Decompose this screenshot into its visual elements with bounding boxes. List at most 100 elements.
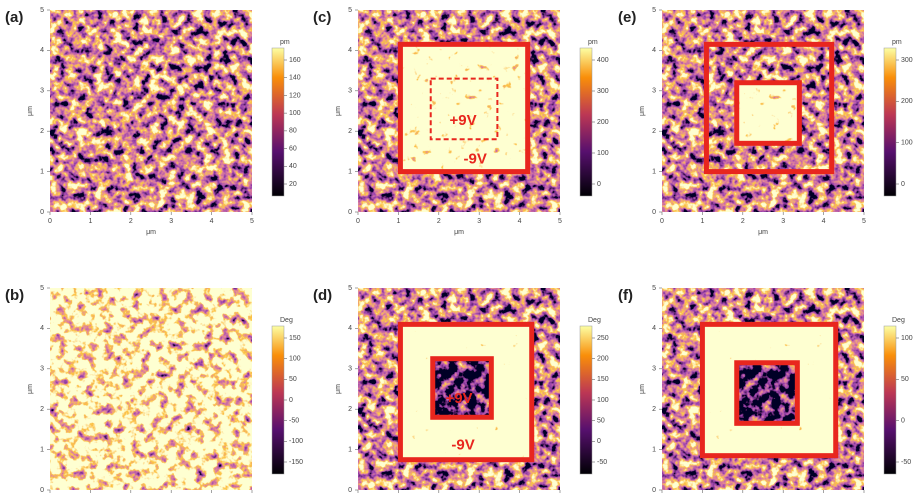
y-axis-label: μm: [27, 384, 34, 394]
colorbar-tick-label: 160: [289, 57, 301, 64]
y-tick-label: 4: [40, 325, 44, 332]
y-tick-label: 1: [40, 168, 44, 175]
colorbar-tick-label: 200: [901, 98, 913, 105]
panel: (f) 0 1 2 3 4 5 μm Deg 100 50 0 -50: [618, 285, 913, 494]
x-tick-label: 2: [437, 218, 441, 225]
colorbar: [883, 325, 897, 475]
y-axis-label: μm: [335, 106, 342, 116]
voltage-label: +9V: [449, 112, 476, 129]
y-tick-label: 5: [348, 7, 352, 14]
x-tick-label: 3: [781, 218, 785, 225]
colorbar-tick-label: 200: [597, 356, 609, 363]
y-tick-label: 2: [348, 406, 352, 413]
x-tick-label: 2: [741, 218, 745, 225]
colorbar-tick-label: 300: [901, 57, 913, 64]
y-tick-label: 3: [652, 366, 656, 373]
inner-region: [430, 78, 498, 140]
x-axis-label: μm: [146, 229, 156, 236]
panel-label: (b): [5, 287, 24, 304]
colorbar-tick-label: 100: [901, 335, 913, 342]
colorbar-tick-label: 300: [597, 88, 609, 95]
y-tick-label: 3: [40, 88, 44, 95]
colorbar-tick-label: 0: [289, 397, 293, 404]
x-tick-label: 0: [48, 218, 52, 225]
panel: (a) 0 1 2 3 4 5 μm 0 1 2 3 4 5 μm pm 160 140 120 100 80 60 40 2…: [5, 7, 301, 236]
colorbar: [579, 47, 593, 197]
inner-frame: [734, 360, 800, 426]
panel: (d) +9V -9V 0 1 2 3 4 5 μm Deg 250 200 150 100 50 0 -50: [313, 285, 609, 494]
colorbar-tick-label: 150: [597, 376, 609, 383]
y-tick-label: 3: [348, 88, 352, 95]
colorbar-tick-label: 0: [597, 438, 601, 445]
colorbar: [579, 325, 593, 475]
x-axis-label: μm: [454, 229, 464, 236]
colorbar-unit: pm: [588, 39, 598, 46]
colorbar-tick-label: 250: [597, 335, 609, 342]
y-tick-label: 1: [652, 446, 656, 453]
x-tick-label: 1: [700, 218, 704, 225]
y-tick-label: 3: [40, 366, 44, 373]
colorbar-unit: Deg: [280, 317, 293, 324]
y-tick-label: 4: [348, 47, 352, 54]
y-tick-label: 0: [348, 487, 352, 494]
y-tick-label: 5: [652, 7, 656, 14]
inner-region: [736, 362, 798, 424]
x-tick-label: 4: [822, 218, 826, 225]
x-tick-label: 5: [250, 218, 254, 225]
y-tick-label: 0: [652, 209, 656, 216]
outer-frame: [397, 41, 531, 175]
colorbar-tick-label: 50: [289, 376, 297, 383]
colorbar-tick-label: 0: [597, 181, 601, 188]
y-tick-label: 0: [652, 487, 656, 494]
panel-label: (d): [313, 287, 332, 304]
y-tick-label: 2: [652, 128, 656, 135]
colorbar-tick-label: 100: [289, 110, 301, 117]
y-tick-label: 5: [40, 285, 44, 292]
x-tick-label: 1: [88, 218, 92, 225]
y-tick-label: 1: [348, 168, 352, 175]
y-axis-label: μm: [335, 384, 342, 394]
colorbar-tick-label: 60: [289, 145, 297, 152]
afm-image: [50, 10, 252, 212]
y-tick-label: 4: [348, 325, 352, 332]
inner-frame: [430, 356, 494, 420]
panel-label: (f): [618, 287, 633, 304]
x-tick-label: 0: [356, 218, 360, 225]
colorbar-tick-label: 0: [901, 181, 905, 188]
y-tick-label: 1: [348, 446, 352, 453]
colorbar: [271, 47, 285, 197]
panel: (b) 0 1 2 3 4 5 μm Deg 150 100 50 0 -50 -100 -150: [5, 285, 303, 494]
panel: (c) +9V -9V 0 1 2 3 4 5 μm 0 1 2 3 4 5 μm pm 400 300 200 100 0: [313, 7, 609, 236]
colorbar-tick-label: -50: [597, 459, 607, 466]
y-tick-label: 2: [40, 128, 44, 135]
y-tick-label: 0: [40, 487, 44, 494]
colorbar-tick-label: 120: [289, 92, 301, 99]
y-tick-label: 5: [348, 285, 352, 292]
y-tick-label: 2: [652, 406, 656, 413]
y-tick-label: 4: [40, 47, 44, 54]
inner-region: [736, 82, 800, 144]
y-tick-label: 1: [652, 168, 656, 175]
colorbar-tick-label: 40: [289, 163, 297, 170]
colorbar-tick-label: 50: [597, 418, 605, 425]
y-axis-label: μm: [639, 106, 646, 116]
x-tick-label: 5: [558, 218, 562, 225]
y-tick-label: 1: [40, 446, 44, 453]
y-axis-label: μm: [27, 106, 34, 116]
colorbar-tick-label: 400: [597, 57, 609, 64]
colorbar-tick-label: 0: [901, 418, 905, 425]
colorbar-tick-label: -100: [289, 438, 303, 445]
colorbar-tick-label: 80: [289, 128, 297, 135]
y-axis-label: μm: [639, 384, 646, 394]
colorbar-tick-label: 100: [597, 397, 609, 404]
inner-region: [432, 358, 492, 418]
colorbar-unit: Deg: [892, 317, 905, 324]
outer-frame: [699, 321, 839, 459]
colorbar-tick-label: -50: [901, 459, 911, 466]
outer-frame: [397, 321, 535, 463]
y-tick-label: 3: [348, 366, 352, 373]
colorbar-tick-label: 100: [289, 356, 301, 363]
y-tick-label: 5: [40, 7, 44, 14]
x-tick-label: 3: [169, 218, 173, 225]
